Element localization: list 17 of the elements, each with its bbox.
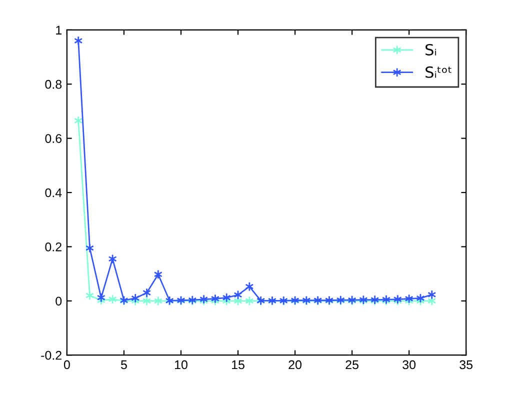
x-tick-label: 20 <box>288 360 302 370</box>
y-tick-label: 0 <box>56 296 62 306</box>
x-tick-label: 10 <box>174 360 188 370</box>
y-tick-label: -0.2 <box>41 350 62 360</box>
y-tick-label: 0.2 <box>45 242 62 252</box>
y-tick-label: 0.4 <box>45 188 62 198</box>
x-tick-label: 35 <box>460 360 473 370</box>
x-tick-label: 30 <box>402 360 416 370</box>
y-tick-label: 1 <box>56 26 62 34</box>
y-tick-label: 0.6 <box>45 134 62 143</box>
legend-label: Sᵢᵗᵒᵗ <box>426 66 452 78</box>
legend-label: Sᵢ <box>426 44 436 56</box>
x-tick-label: 25 <box>346 360 358 370</box>
x-tick-label: 5 <box>120 360 127 370</box>
x-tick-label: 15 <box>232 360 244 370</box>
x-tick-label: 0 <box>64 360 70 370</box>
y-tick-label: 0.8 <box>45 80 62 89</box>
